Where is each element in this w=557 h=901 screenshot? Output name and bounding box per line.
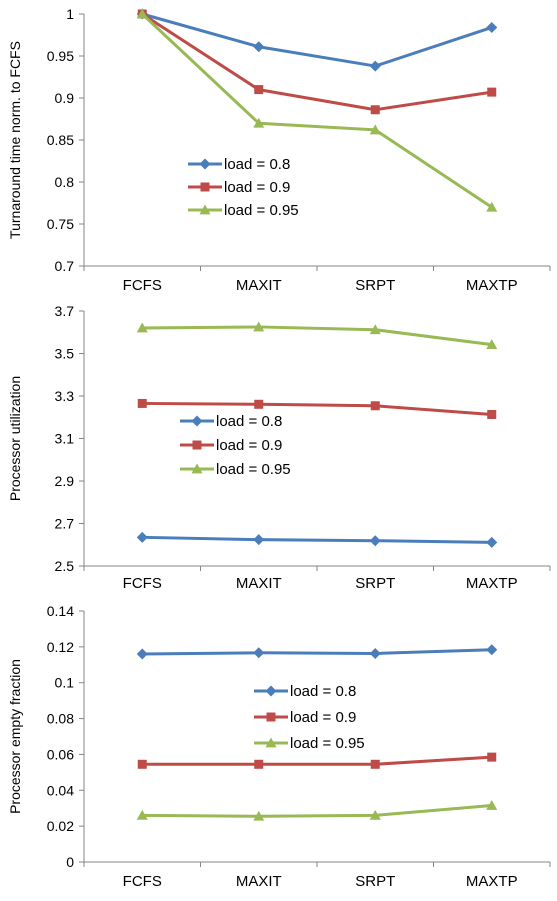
x-tick-label: MAXIT — [236, 873, 282, 890]
y-tick-label: 0.7 — [55, 258, 75, 274]
y-tick-label: 0.8 — [55, 174, 75, 190]
legend-label: load = 0.95 — [224, 202, 299, 219]
chart-1: 0.7 0.75 0.8 0.85 0.9 0.95 1 FCFS MAXIT SRPT MAXTP… — [7, 6, 550, 294]
y-tick-label: 0.12 — [47, 639, 74, 655]
y-tick-label: 0.02 — [47, 818, 74, 834]
y-tick-label: 0.14 — [47, 603, 74, 619]
data-point — [371, 105, 380, 114]
x-tick-label: MAXTP — [466, 873, 518, 890]
y-tick-label: 2.7 — [55, 516, 75, 532]
y-tick-label: 3.7 — [55, 303, 75, 319]
series-line — [142, 650, 492, 654]
y-tick-label: 3.5 — [55, 346, 75, 362]
y-axis-label: Processor empty fraction — [7, 659, 23, 814]
series-line — [142, 757, 492, 764]
legend-label: load = 0.8 — [290, 683, 356, 700]
data-point — [254, 85, 263, 94]
y-tick-label: 0.06 — [47, 746, 74, 762]
data-point — [486, 537, 497, 548]
data-point — [253, 647, 264, 658]
y-tick-label: 0.75 — [47, 216, 74, 232]
data-point — [254, 400, 263, 409]
y-axis-label: Turnaround time norm. to FCFS — [7, 41, 23, 239]
legend-marker — [267, 713, 276, 722]
data-point — [487, 88, 496, 97]
y-tick-label: 0.9 — [55, 90, 75, 106]
x-tick-label: FCFS — [123, 575, 162, 592]
y-tick-label: 0.08 — [47, 711, 74, 727]
series-line — [142, 14, 492, 207]
y-tick-label: 3.3 — [55, 388, 75, 404]
series-line — [142, 14, 492, 66]
legend-marker — [192, 416, 203, 427]
data-point — [370, 535, 381, 546]
series-2 — [138, 753, 497, 769]
data-point — [253, 534, 264, 545]
chart-3: 0 0.02 0.04 0.06 0.08 0.1 0.12 0.14 FCFS MAXIT SRP… — [7, 603, 550, 890]
data-point — [487, 753, 496, 762]
y-tick-label: 1 — [66, 6, 74, 22]
legend-label: load = 0.8 — [224, 156, 290, 173]
legend-label: load = 0.9 — [224, 179, 290, 196]
legend: load = 0.8 load = 0.9 load = 0.95 — [180, 413, 291, 478]
y-tick-label: 2.9 — [55, 473, 75, 489]
data-point — [254, 760, 263, 769]
legend-marker — [201, 183, 210, 192]
data-point — [138, 399, 147, 408]
data-point — [371, 401, 380, 410]
x-tick-label: SRPT — [355, 277, 395, 294]
series-line — [142, 327, 492, 345]
series-3 — [137, 800, 498, 821]
x-tick-label: MAXTP — [466, 277, 518, 294]
y-tick-label: 0.04 — [47, 782, 74, 798]
data-point — [486, 644, 497, 655]
data-point — [370, 648, 381, 659]
series-line — [142, 806, 492, 817]
y-tick-label: 0.95 — [47, 48, 74, 64]
data-point — [137, 532, 148, 543]
data-point — [371, 760, 380, 769]
series-3 — [137, 321, 498, 349]
data-point — [253, 41, 264, 52]
x-tick-label: FCFS — [123, 277, 162, 294]
series-2 — [138, 399, 497, 419]
legend-marker — [200, 159, 211, 170]
x-tick-label: SRPT — [355, 873, 395, 890]
y-tick-label: 3.1 — [55, 431, 75, 447]
legend-label: load = 0.9 — [216, 437, 282, 454]
legend-label: load = 0.95 — [216, 461, 291, 478]
legend-marker — [266, 686, 277, 697]
series-1 — [137, 9, 498, 72]
data-point — [138, 760, 147, 769]
x-tick-label: MAXIT — [236, 575, 282, 592]
legend-label: load = 0.8 — [216, 413, 282, 430]
y-axis-label: Processor utilization — [7, 376, 23, 501]
series-1 — [137, 532, 498, 548]
series-line — [142, 403, 492, 414]
legend: load = 0.8 load = 0.9 load = 0.95 — [254, 683, 365, 752]
legend-marker — [193, 441, 202, 450]
y-tick-label: 2.5 — [55, 558, 75, 574]
data-point — [370, 61, 381, 72]
legend-label: load = 0.9 — [290, 709, 356, 726]
data-point — [137, 649, 148, 660]
x-tick-label: MAXTP — [466, 575, 518, 592]
legend: load = 0.8 load = 0.9 load = 0.95 — [188, 156, 299, 219]
x-tick-label: MAXIT — [236, 277, 282, 294]
data-point — [486, 22, 497, 33]
y-tick-label: 0 — [66, 854, 74, 870]
chart-2: 2.5 2.7 2.9 3.1 3.3 3.5 3.7 FCFS MAXIT SRPT MAXTP P… — [7, 303, 550, 592]
y-tick-label: 0.1 — [55, 675, 75, 691]
legend-label: load = 0.95 — [290, 735, 365, 752]
data-point — [487, 410, 496, 419]
series-3 — [137, 9, 498, 212]
x-tick-label: FCFS — [123, 873, 162, 890]
series-1 — [137, 644, 498, 659]
series-line — [142, 537, 492, 542]
x-tick-label: SRPT — [355, 575, 395, 592]
y-tick-label: 0.85 — [47, 132, 74, 148]
